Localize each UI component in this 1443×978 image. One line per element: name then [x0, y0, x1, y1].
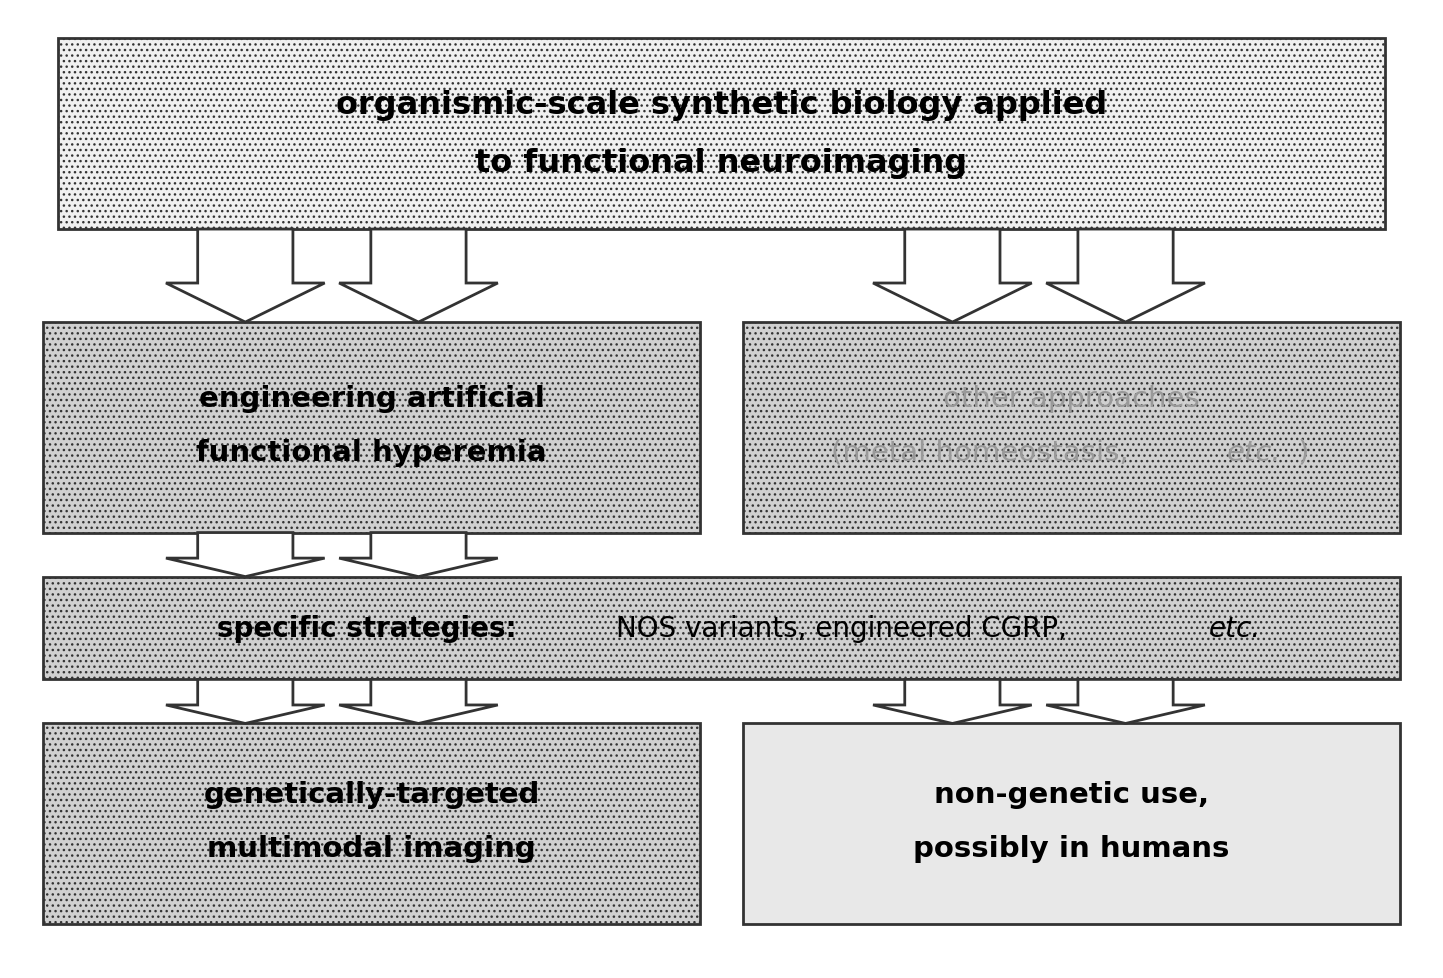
Text: ): ) — [1297, 438, 1309, 467]
Bar — [43, 577, 1400, 680]
Text: other approaches: other approaches — [944, 384, 1199, 413]
Bar — [743, 724, 1400, 924]
Text: possibly in humans: possibly in humans — [913, 834, 1229, 863]
Text: etc.: etc. — [1227, 438, 1281, 467]
Polygon shape — [166, 680, 325, 724]
Text: (metal homeostasis,: (metal homeostasis, — [831, 438, 1137, 467]
Text: to functional neuroimaging: to functional neuroimaging — [475, 149, 968, 179]
Text: genetically-targeted: genetically-targeted — [203, 780, 540, 809]
Text: NOS variants, engineered CGRP,: NOS variants, engineered CGRP, — [616, 614, 1075, 643]
Bar — [43, 323, 700, 533]
Polygon shape — [166, 533, 325, 577]
Polygon shape — [339, 533, 498, 577]
Text: (metal homeostasis, etc.): (metal homeostasis, etc.) — [885, 438, 1258, 467]
Polygon shape — [339, 680, 498, 724]
Text: organismic-scale synthetic biology applied: organismic-scale synthetic biology appli… — [336, 90, 1107, 120]
Polygon shape — [873, 230, 1032, 323]
Polygon shape — [1046, 680, 1205, 724]
Bar — [743, 323, 1400, 533]
Bar — [58, 39, 1385, 230]
Bar — [43, 724, 700, 924]
Polygon shape — [873, 680, 1032, 724]
Polygon shape — [339, 230, 498, 323]
Text: functional hyperemia: functional hyperemia — [196, 438, 547, 467]
Text: non-genetic use,: non-genetic use, — [934, 780, 1209, 809]
Text: multimodal imaging: multimodal imaging — [208, 834, 535, 863]
Text: specific strategies:: specific strategies: — [216, 614, 525, 643]
Text: etc.: etc. — [1209, 614, 1261, 643]
Text: specific strategies: NOS variants, engineered CGRP, etc.: specific strategies: NOS variants, engin… — [330, 614, 1113, 643]
Text: engineering artificial: engineering artificial — [199, 384, 544, 413]
Polygon shape — [1046, 230, 1205, 323]
Polygon shape — [166, 230, 325, 323]
